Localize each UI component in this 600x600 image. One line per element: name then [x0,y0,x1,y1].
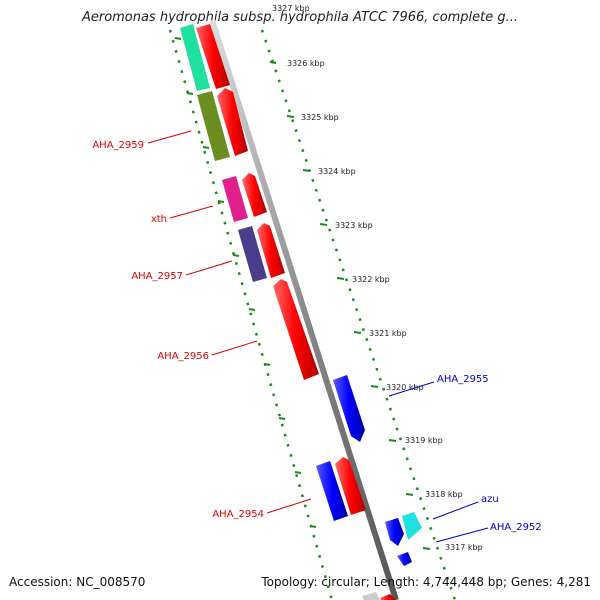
kbp-label: 3320 kbp [386,383,424,392]
tick-mark [174,37,182,40]
gene-arrow [242,173,267,217]
tick-mark [388,439,397,442]
gene-label[interactable]: xth [151,214,167,225]
accession-text: Accession: NC_008570 [9,575,146,589]
tick-mark [269,61,277,64]
tick-mark [309,525,317,528]
gene-block [197,91,230,161]
tick-mark [302,169,311,172]
leader-line [432,501,479,520]
gene-label[interactable]: AHA_2954 [212,509,264,520]
tick-mark [202,146,210,149]
gene-label[interactable]: AHA_2959 [92,140,144,151]
kbp-label: 3321 kbp [369,329,407,338]
tick-mark [286,115,295,118]
label-leaders [147,130,489,543]
kbp-label: 3318 kbp [425,490,463,499]
tick-mark [248,308,256,311]
left-ring-boundary [168,29,334,600]
tick-mark [422,547,431,550]
map-title: Aeromonas hydrophila subsp. hydrophila A… [81,10,519,25]
gene-label[interactable]: azu [481,494,499,505]
kbp-label: 3323 kbp [335,221,373,230]
gene-label[interactable]: AHA_2952 [490,522,542,533]
leader-line [435,527,489,543]
gene-arrow [397,552,412,566]
tick-mark [217,200,225,203]
gene-arrow [273,279,319,380]
kbp-label: 3317 kbp [445,543,483,552]
genome-summary-text: Topology: circular; Length: 4,744,448 bp… [261,575,591,589]
gene-block [238,226,267,282]
gene-label[interactable]: AHA_2956 [157,351,209,362]
tick-mark [336,277,345,280]
gene-arrow [316,461,348,521]
tick-mark [186,92,194,95]
kbp-label: 3319 kbp [405,436,443,445]
leader-line [147,130,192,144]
tick-mark [232,254,240,257]
leader-line [266,498,312,514]
kbp-label: 3322 kbp [352,275,390,284]
gene-arrow [385,518,404,546]
leader-line [388,381,435,397]
tick-mark [319,223,328,226]
kbp-label: 3324 kbp [318,167,356,176]
gene-arrow [257,223,285,278]
gene-block [180,24,210,91]
inner-ring-genes [180,24,380,600]
gene-labels: AHA_2959 xth AHA_2957 AHA_2956 AHA_2954 … [92,140,541,533]
gene-label[interactable]: AHA_2955 [437,374,489,385]
tick-mark [353,331,362,334]
reverse-strand-genes [196,24,396,600]
kbp-label: 3327 kbp [272,4,310,13]
leader-line [211,340,258,356]
tick-mark [278,417,286,420]
leader-line [185,260,233,276]
kbp-label: 3326 kbp [287,59,325,68]
gene-block [362,592,380,600]
gene-arrow [402,512,422,540]
gene-arrow [217,88,248,156]
gene-arrow [380,594,396,600]
leader-line [169,205,214,219]
tick-group: 3327 kbp 3326 kbp 3325 kbp 3324 kbp 3323… [174,4,483,552]
gene-arrow [333,375,365,442]
kbp-label: 3325 kbp [301,113,339,122]
forward-strand-genes [316,375,422,566]
genome-backbone [209,19,399,600]
tick-mark [405,493,414,496]
tick-mark [370,385,379,388]
tick-mark [263,363,271,366]
tick-mark [294,471,302,474]
gene-arrow [335,457,366,515]
gene-arrow [196,24,230,89]
gene-label[interactable]: AHA_2957 [131,271,183,282]
gene-block [222,176,248,222]
